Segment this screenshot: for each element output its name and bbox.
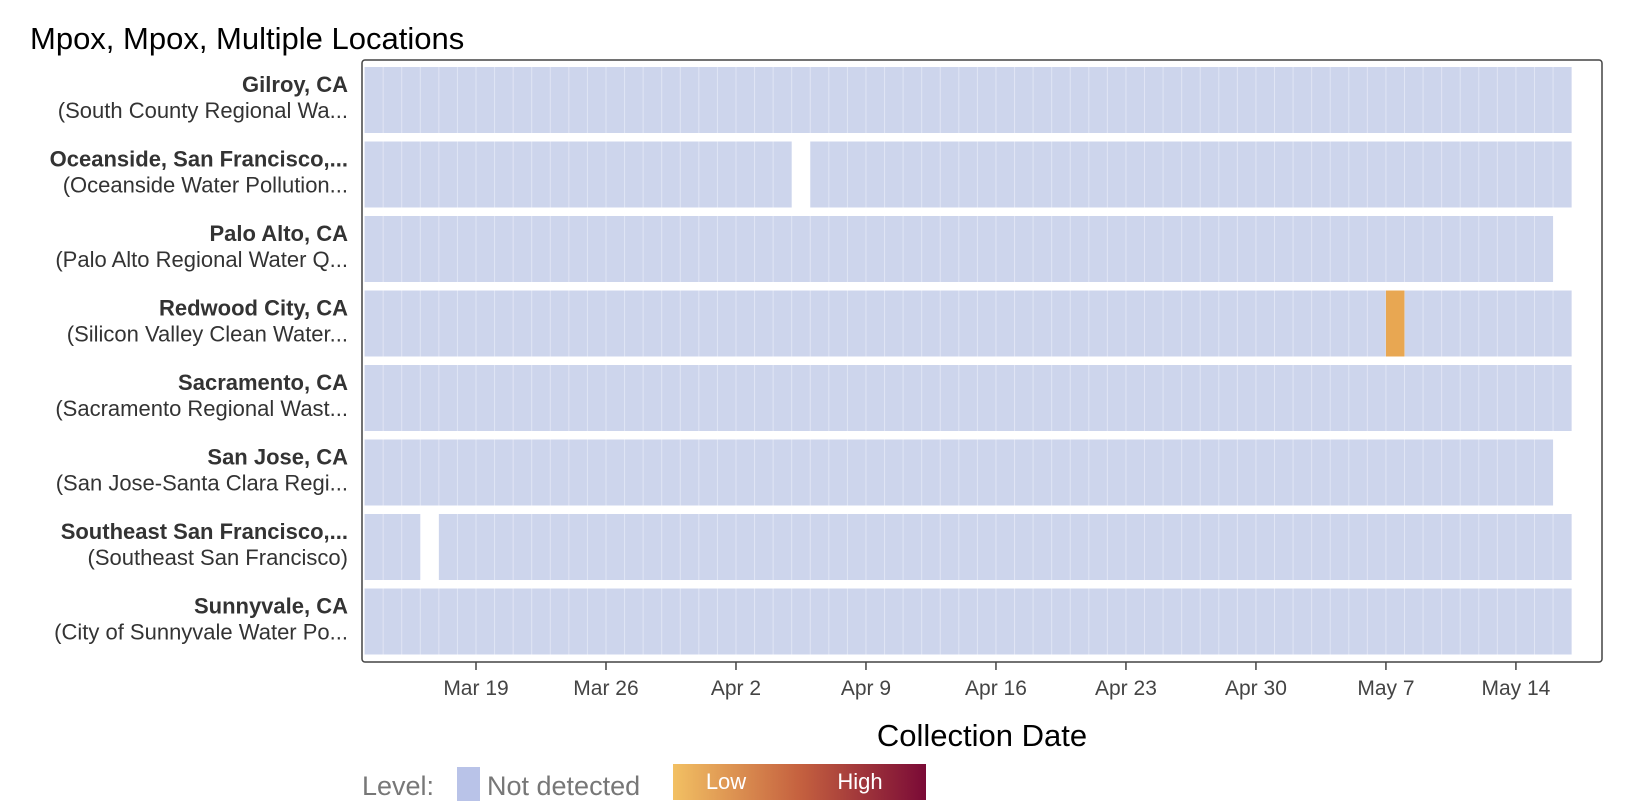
row-location-name: Gilroy, CA <box>242 72 348 97</box>
x-axis-title: Collection Date <box>877 718 1087 753</box>
row-bar <box>438 514 1572 580</box>
x-tick-label: Apr 9 <box>841 677 891 700</box>
x-tick-label: Apr 30 <box>1225 677 1287 700</box>
x-tick-label: Apr 23 <box>1095 677 1157 700</box>
row-bar <box>364 514 421 580</box>
row-site-name: (Southeast San Francisco) <box>88 545 348 570</box>
row-location-name: Sunnyvale, CA <box>194 594 348 619</box>
chart-title: Mpox, Mpox, Multiple Locations <box>30 21 464 56</box>
legend-not-detected-label: Not detected <box>487 771 640 801</box>
row-bar <box>364 67 1572 133</box>
x-tick-label: May 14 <box>1481 677 1550 700</box>
row-site-name: (Sacramento Regional Wast... <box>55 396 348 421</box>
row-labels: Gilroy, CA(South County Regional Wa... Oc… <box>50 72 348 645</box>
x-tick-label: Apr 16 <box>965 677 1027 700</box>
row-site-name: (City of Sunnyvale Water Po... <box>54 620 348 645</box>
detection-cell <box>1385 290 1405 357</box>
rows-layer <box>364 67 1572 655</box>
legend-high-label: High <box>837 769 882 794</box>
x-tick-label: Mar 26 <box>573 677 638 700</box>
row-site-name: (Silicon Valley Clean Water... <box>67 322 348 347</box>
row-bar <box>810 141 1572 208</box>
row-site-name: (South County Regional Wa... <box>58 98 348 123</box>
row-site-name: (Oceanside Water Pollution... <box>63 173 348 198</box>
row-location-name: San Jose, CA <box>207 445 348 470</box>
x-axis: Mar 19 Mar 26 Apr 2 Apr 9 Apr 16 Apr 23 Apr 30… <box>443 662 1551 700</box>
row-location-name: Southeast San Francisco,... <box>61 519 348 544</box>
x-tick-label: May 7 <box>1357 677 1414 700</box>
x-tick-label: Mar 19 <box>443 677 508 700</box>
legend-level-gradient <box>673 764 926 800</box>
legend-low-label: Low <box>706 769 746 794</box>
legend-not-detected-swatch <box>457 767 480 801</box>
row-location-name: Sacramento, CA <box>178 370 348 395</box>
row-location-name: Redwood City, CA <box>159 296 348 321</box>
legend-label: Level: <box>362 771 434 801</box>
row-site-name: (San Jose-Santa Clara Regi... <box>56 471 348 496</box>
row-location-name: Oceanside, San Francisco,... <box>50 147 348 172</box>
row-bar <box>364 588 1572 655</box>
row-bar <box>364 365 1572 431</box>
row-site-name: (Palo Alto Regional Water Q... <box>55 247 348 272</box>
row-bar <box>364 141 792 208</box>
x-tick-label: Apr 2 <box>711 677 761 700</box>
row-bar <box>364 290 1572 357</box>
row-location-name: Palo Alto, CA <box>209 221 348 246</box>
plot-frame <box>361 59 1603 663</box>
legend: Level: Not detected Low High <box>362 764 926 801</box>
